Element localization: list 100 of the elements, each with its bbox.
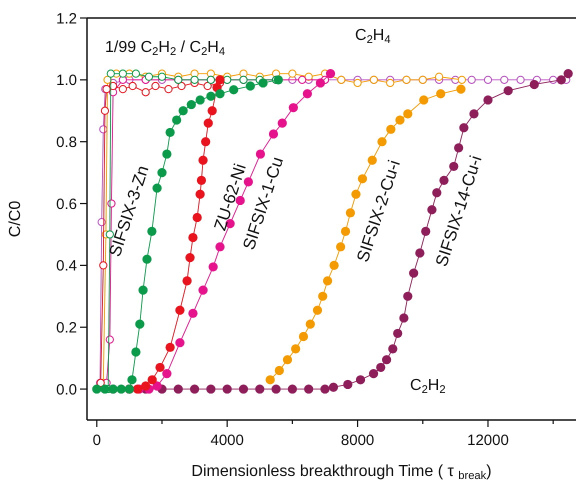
point — [99, 261, 108, 270]
point — [188, 232, 198, 242]
point — [434, 72, 444, 81]
x-tick-label: 4000 — [210, 432, 244, 449]
point — [356, 375, 366, 384]
point — [409, 268, 418, 278]
point — [118, 70, 127, 78]
point — [395, 115, 405, 125]
point — [393, 328, 402, 338]
point — [484, 76, 492, 84]
point — [128, 82, 137, 90]
point — [175, 338, 185, 348]
point — [376, 362, 386, 372]
point — [106, 70, 115, 78]
y-tick-label: 0.2 — [56, 319, 77, 336]
point — [278, 118, 287, 128]
point — [288, 103, 298, 112]
point — [306, 320, 315, 329]
y-tick-label: 0.4 — [56, 258, 77, 275]
point — [504, 86, 513, 96]
point — [516, 76, 525, 84]
point — [326, 69, 336, 78]
point — [127, 375, 137, 384]
point — [142, 88, 150, 96]
point — [500, 76, 508, 84]
point — [148, 375, 157, 384]
point — [206, 384, 216, 394]
point — [271, 384, 281, 394]
point — [403, 292, 412, 301]
point — [421, 226, 430, 236]
point — [208, 106, 217, 116]
point — [386, 78, 394, 88]
point — [215, 242, 225, 252]
point — [116, 384, 126, 394]
point — [166, 342, 175, 352]
point — [135, 320, 144, 329]
point — [483, 95, 493, 105]
point — [155, 362, 165, 372]
point — [456, 84, 466, 94]
point — [353, 78, 362, 88]
point — [185, 253, 195, 262]
point — [138, 286, 148, 295]
point — [340, 226, 350, 236]
point — [343, 380, 352, 390]
point — [198, 286, 208, 295]
point — [174, 384, 183, 394]
point — [454, 143, 464, 152]
x-tick-label: 12000 — [467, 432, 509, 449]
point — [100, 384, 110, 394]
annotation: C$_{2}$H$_{4}$ — [355, 27, 391, 46]
point — [266, 375, 275, 384]
point — [336, 242, 346, 252]
point — [388, 344, 398, 354]
point — [328, 382, 338, 392]
point — [177, 82, 186, 90]
point — [208, 262, 218, 272]
point — [399, 313, 408, 323]
point — [141, 381, 150, 391]
point — [222, 384, 232, 394]
point — [386, 124, 396, 134]
point — [100, 106, 110, 115]
point — [246, 81, 255, 91]
point — [158, 72, 166, 81]
y-tick-label: 1.2 — [56, 10, 77, 28]
point — [178, 106, 188, 116]
point — [298, 332, 308, 342]
x-tick-label: 8000 — [340, 432, 374, 449]
point — [322, 276, 332, 286]
point — [215, 89, 225, 98]
point — [190, 384, 200, 394]
point — [415, 248, 424, 258]
point — [458, 76, 466, 84]
point — [186, 100, 196, 110]
point — [368, 369, 378, 378]
point — [427, 205, 437, 214]
y-tick-label: 0.0 — [56, 381, 77, 398]
point — [182, 276, 192, 286]
point — [377, 137, 387, 146]
point — [268, 129, 278, 139]
point — [198, 156, 208, 165]
point — [382, 355, 392, 364]
point — [298, 76, 306, 84]
point — [288, 70, 296, 78]
point — [229, 85, 238, 94]
point — [196, 176, 206, 185]
point — [274, 366, 284, 376]
point — [175, 306, 185, 315]
point — [118, 85, 127, 94]
point — [204, 118, 213, 128]
point — [258, 78, 268, 88]
point — [330, 260, 339, 270]
point — [201, 137, 210, 146]
point — [196, 190, 205, 199]
point — [312, 306, 322, 315]
y-axis-title: C/C0 — [7, 200, 24, 238]
point — [316, 78, 326, 88]
point — [196, 95, 205, 105]
point — [255, 384, 264, 394]
point — [302, 89, 312, 98]
point — [144, 72, 154, 81]
